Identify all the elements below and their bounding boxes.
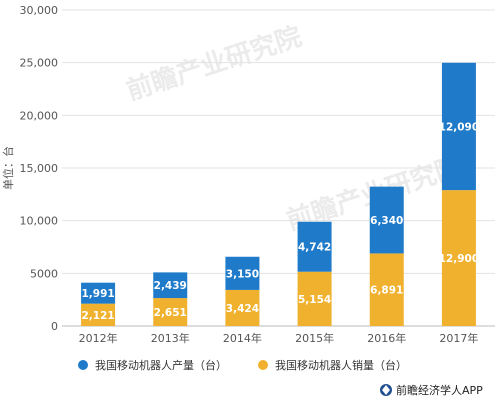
bar-production-0 (81, 282, 116, 304)
gridlines (62, 9, 495, 327)
x-tick-label: 2014年 (223, 331, 262, 345)
data-label-sales: 6,891 (370, 285, 403, 297)
y-axis-label: 单位：台 (1, 146, 15, 190)
data-label-production: 2,439 (154, 280, 187, 292)
y-tick-labels: 0 5000 10,000 15,000 20,000 25,000 30,000 (20, 4, 59, 333)
x-tick-labels: 2012年 2013年 2014年 2015年 2016年 2017年 (79, 331, 479, 345)
source-text: 前瞻经济学人APP (396, 383, 483, 397)
y-tick-label: 30,000 (20, 4, 59, 17)
data-label-production: 4,742 (298, 242, 331, 254)
y-tick-label: 25,000 (20, 57, 59, 70)
data-label-production: 12,090 (439, 121, 480, 133)
source-logo-mark (382, 385, 390, 395)
data-label-sales: 2,121 (81, 310, 114, 322)
bar-production-1 (153, 272, 188, 299)
watermarks: 前瞻产业研究院前瞻产业研究院 (123, 21, 466, 237)
y-tick-label: 5000 (30, 267, 58, 280)
y-tick-label: 15,000 (20, 162, 59, 175)
watermark-0: 前瞻产业研究院 (123, 21, 306, 107)
data-label-sales: 3,424 (226, 303, 259, 315)
bar-sales-0 (81, 303, 116, 326)
legend-sales-marker (258, 360, 268, 370)
data-label-sales: 12,900 (439, 253, 480, 265)
data-label-sales: 2,651 (154, 307, 187, 319)
x-tick-label: 2012年 (79, 331, 118, 345)
bar-sales-5 (441, 190, 476, 326)
y-tick-label: 0 (51, 320, 58, 333)
x-tick-label: 2016年 (367, 331, 406, 345)
bar-production-5 (441, 62, 476, 191)
bar-production-3 (297, 221, 332, 272)
y-tick-label: 10,000 (20, 215, 59, 228)
x-tick-label: 2013年 (151, 331, 190, 345)
bar-sales-4 (369, 253, 404, 326)
footer: 前瞻经济学人APP (380, 383, 483, 397)
bar-production-4 (369, 186, 404, 254)
y-tick-label: 20,000 (20, 109, 59, 122)
x-tick-label: 2017年 (439, 331, 478, 345)
data-label-production: 1,991 (81, 288, 114, 300)
data-label-production: 3,150 (226, 268, 259, 280)
bar-sales-1 (153, 298, 188, 326)
data-label-production: 6,340 (370, 215, 403, 227)
legend-sales-label: 我国移动机器人销量（台） (275, 358, 407, 372)
data-label-sales: 5,154 (298, 294, 331, 306)
legend-production-label: 我国移动机器人产量（台） (95, 358, 227, 372)
legend: 我国移动机器人产量（台） 我国移动机器人销量（台） (78, 358, 407, 372)
bars: 2,121 1,991 2,651 2,439 3,424 3,150 5,154 4,742… (81, 62, 480, 326)
bar-sales-2 (225, 289, 260, 326)
x-tick-label: 2015年 (295, 331, 334, 345)
bar-production-2 (225, 256, 260, 290)
legend-production-marker (78, 360, 88, 370)
bar-sales-3 (297, 271, 332, 326)
